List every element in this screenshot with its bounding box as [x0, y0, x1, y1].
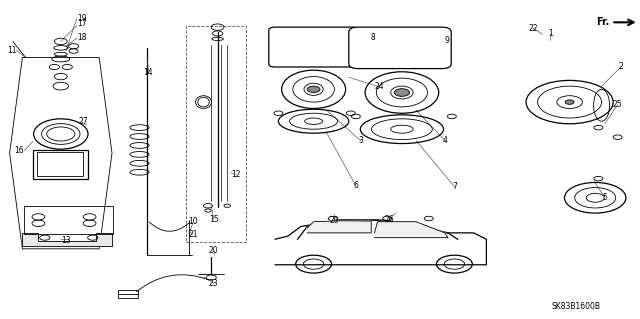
- Text: 24: 24: [374, 82, 384, 91]
- Polygon shape: [22, 233, 112, 246]
- Text: 16: 16: [14, 146, 24, 155]
- Bar: [186, 26, 246, 242]
- Text: 12: 12: [231, 170, 240, 179]
- Text: 2: 2: [618, 63, 623, 71]
- Text: 27: 27: [78, 117, 88, 126]
- Polygon shape: [374, 222, 448, 238]
- Text: 13: 13: [61, 236, 71, 245]
- Text: 26: 26: [384, 215, 394, 224]
- Bar: [118, 290, 138, 298]
- Text: 15: 15: [209, 215, 219, 224]
- Bar: [33, 150, 88, 179]
- Text: 7: 7: [452, 182, 457, 191]
- Text: 23: 23: [209, 279, 219, 288]
- Text: 25: 25: [612, 100, 623, 109]
- Text: Fr.: Fr.: [596, 17, 609, 27]
- Text: 1: 1: [548, 29, 553, 38]
- Text: 6: 6: [353, 181, 358, 190]
- Text: 14: 14: [143, 68, 154, 77]
- FancyBboxPatch shape: [349, 27, 451, 69]
- Circle shape: [565, 100, 574, 104]
- Polygon shape: [307, 221, 371, 233]
- Polygon shape: [275, 220, 486, 265]
- Text: 22: 22: [529, 24, 538, 33]
- Circle shape: [307, 86, 320, 93]
- Polygon shape: [10, 57, 112, 249]
- Text: 20: 20: [209, 246, 219, 255]
- Text: 4: 4: [443, 137, 448, 145]
- Text: 18: 18: [77, 33, 86, 42]
- Text: 10: 10: [188, 217, 198, 226]
- Text: 9: 9: [444, 36, 449, 45]
- Text: SK83B1600B: SK83B1600B: [552, 302, 600, 311]
- Text: 3: 3: [358, 137, 364, 145]
- FancyBboxPatch shape: [269, 27, 358, 67]
- Circle shape: [394, 89, 410, 96]
- Text: 17: 17: [77, 19, 87, 28]
- Text: 11: 11: [7, 46, 16, 55]
- Text: 29: 29: [329, 216, 339, 225]
- Text: 5: 5: [602, 193, 607, 202]
- Text: 8: 8: [370, 33, 375, 42]
- Bar: [24, 206, 113, 234]
- Text: 19: 19: [77, 14, 87, 23]
- Text: 21: 21: [189, 230, 198, 239]
- Bar: [37, 152, 83, 176]
